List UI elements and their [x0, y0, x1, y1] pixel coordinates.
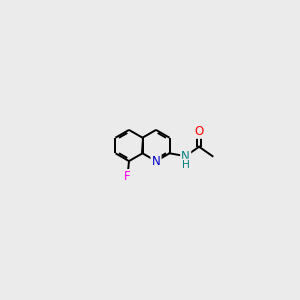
Text: H: H — [182, 160, 190, 170]
Text: O: O — [194, 124, 204, 138]
Text: F: F — [124, 170, 131, 183]
Text: N: N — [152, 154, 160, 168]
Text: N: N — [181, 150, 190, 163]
